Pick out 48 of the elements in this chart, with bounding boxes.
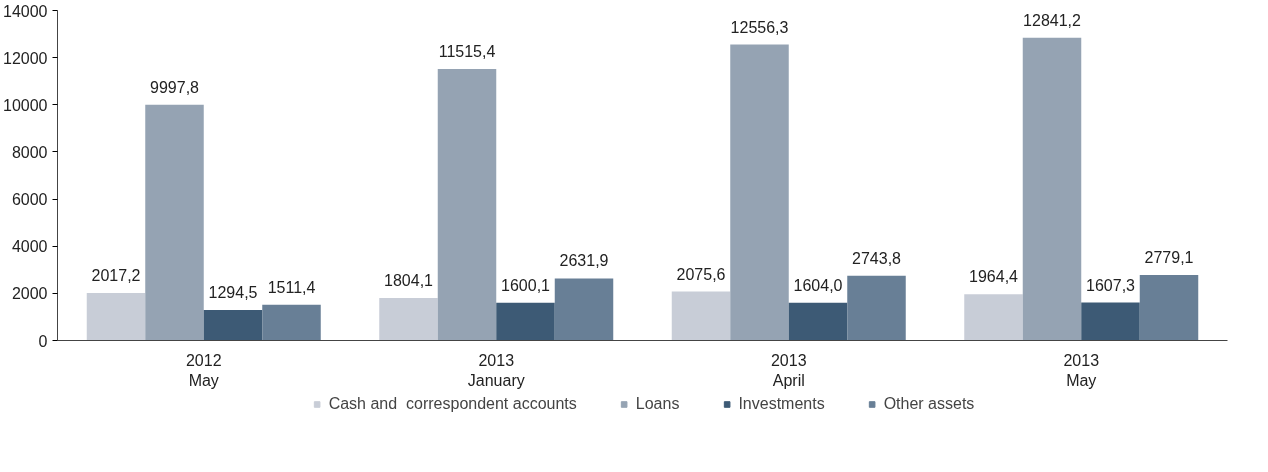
data-label: 2017,2 (91, 266, 141, 284)
bar (671, 291, 731, 341)
bar (788, 302, 848, 341)
data-label: 12556,3 (730, 18, 789, 36)
legend-label: Investments (738, 395, 825, 413)
y-tick-label: 0 (38, 332, 48, 350)
y-tick-label: 2000 (11, 285, 48, 303)
legend-label: Cash and correspondent accounts (328, 395, 577, 413)
bar (437, 69, 497, 341)
bar (1139, 274, 1199, 341)
bar (847, 275, 906, 341)
y-tick-label: 8000 (11, 143, 48, 161)
x-tick-label: 2012 May (185, 351, 222, 389)
bar (145, 104, 204, 341)
y-tick-label: 14000 (3, 2, 48, 20)
bar (496, 302, 555, 341)
bar (554, 278, 614, 341)
bar (1081, 302, 1140, 341)
data-label: 1511,4 (267, 278, 316, 296)
data-label: 2075,6 (676, 265, 726, 283)
bar (86, 292, 146, 341)
legend-label: Other assets (883, 395, 975, 413)
y-tick-label: 12000 (3, 49, 48, 67)
data-label: 1604,0 (793, 276, 843, 294)
data-label: 1294,5 (208, 283, 258, 301)
data-label: 11515,4 (438, 43, 496, 61)
data-label: 1964,4 (969, 268, 1019, 286)
x-tick-label: 2013 January (467, 351, 525, 389)
x-tick-label: 2013 April (770, 351, 807, 389)
bar (964, 294, 1023, 341)
data-label: 2631,9 (559, 252, 609, 270)
data-label: 2779,1 (1144, 248, 1194, 266)
data-label: 2743,8 (852, 249, 902, 267)
y-tick-label: 6000 (11, 191, 48, 209)
data-label: 1600,1 (501, 276, 551, 294)
data-label: 1607,3 (1086, 276, 1136, 294)
data-label: 12841,2 (1023, 11, 1082, 29)
legend-label: Loans (635, 395, 680, 413)
x-tick-label: 2013 May (1063, 351, 1100, 389)
data-label: 9997,8 (150, 78, 200, 96)
bar (379, 297, 438, 341)
bar (1022, 37, 1082, 341)
bar (262, 304, 321, 341)
data-label: 1804,1 (384, 271, 434, 289)
y-tick-label: 4000 (11, 238, 48, 256)
bar (203, 309, 263, 341)
y-tick-label: 10000 (3, 96, 48, 114)
bar (730, 44, 789, 341)
